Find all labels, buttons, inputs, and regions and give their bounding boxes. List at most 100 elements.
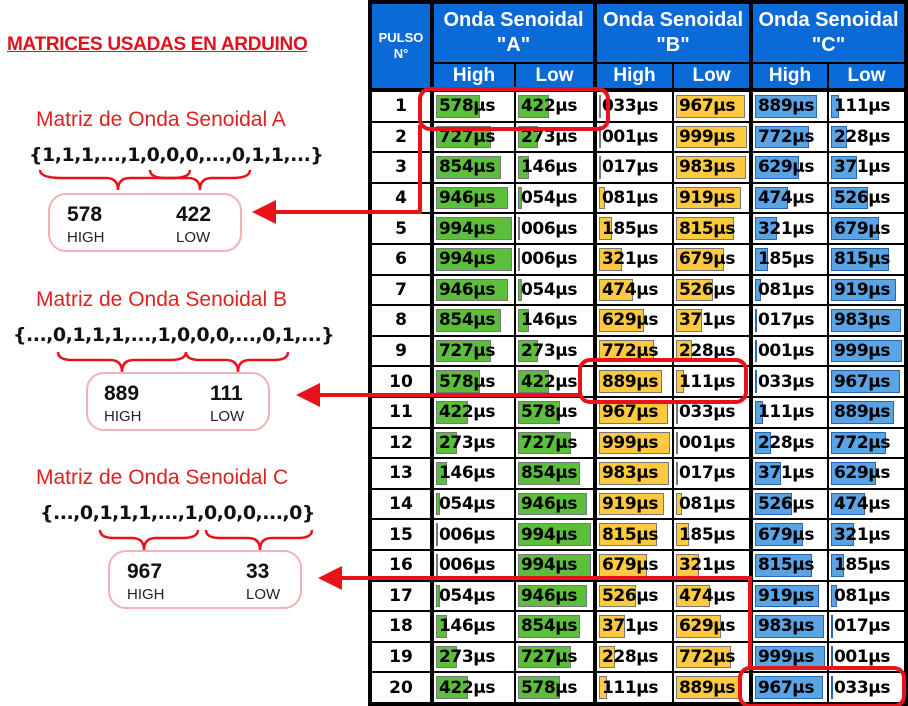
cell-unit: µs — [868, 371, 891, 392]
cell-value: 017 µs — [758, 306, 815, 335]
subheader-b-high: High — [597, 64, 672, 88]
table-cell: 001 µs — [829, 642, 904, 672]
cell-number: 017 — [758, 310, 793, 331]
matrix-b-box: 889 HIGH 111 LOW — [86, 372, 270, 431]
table-cell: 983 µs — [674, 153, 749, 182]
cell-unit: µs — [713, 341, 736, 362]
value-bar — [436, 523, 438, 546]
table-cell: 679 µs — [674, 245, 749, 274]
cell-number: 146 — [521, 157, 556, 178]
cell-unit: µs — [473, 463, 496, 484]
matrix-b-high-label: HIGH — [104, 408, 142, 425]
subheader-c-low: Low — [829, 64, 904, 88]
table-cell: 578 µs — [516, 398, 593, 427]
table-cell: 999 µs — [674, 122, 749, 152]
value-bar — [599, 431, 670, 455]
cell-number: 422 — [521, 371, 556, 392]
value-bar — [518, 523, 591, 546]
cell-unit: µs — [473, 647, 496, 668]
table-cell: 629 µs — [829, 459, 904, 488]
cell-value: 111 µs — [679, 367, 736, 396]
table-cell: 815 µs — [674, 214, 749, 243]
matrix-a-low-value: 422 — [176, 203, 212, 226]
value-bar — [831, 676, 834, 699]
cell-value: 679 µs — [679, 245, 736, 274]
cell-unit: µs — [636, 96, 659, 117]
cell-value: 422 µs — [439, 673, 496, 702]
value-bar — [831, 217, 880, 240]
table-cell: 474 µs — [753, 183, 827, 213]
cell-number: 146 — [439, 616, 474, 637]
table-cell: 228 µs — [829, 122, 904, 152]
table-cell: 578 µs — [516, 673, 593, 702]
cell-number: 273 — [439, 647, 474, 668]
cell-unit: µs — [473, 341, 496, 362]
table-cell: 054 µs — [516, 183, 593, 213]
cell-number: 919 — [758, 585, 793, 606]
cell-unit: µs — [473, 402, 496, 423]
matrix-b-high-value: 889 — [104, 382, 140, 405]
pulse-table: PULSO N° Onda Senoidal "A" Onda Senoidal… — [368, 0, 908, 706]
value-bar — [599, 462, 669, 485]
row-number: 14 — [372, 489, 430, 519]
cell-unit: µs — [473, 616, 496, 637]
matrix-a-low-label: LOW — [176, 229, 211, 246]
cell-value: 629 µs — [679, 612, 736, 641]
cell-unit: µs — [473, 432, 496, 453]
cell-number: 371 — [679, 310, 714, 331]
value-bar — [831, 186, 869, 210]
cell-number: 111 — [679, 371, 714, 392]
cell-unit: µs — [792, 432, 815, 453]
cell-unit: µs — [473, 585, 496, 606]
cell-number: 727 — [439, 126, 474, 147]
cell-number: 017 — [679, 463, 714, 484]
table-cell: 006 µs — [516, 245, 593, 274]
cell-value: 815 µs — [602, 520, 659, 549]
row-number: 2 — [372, 122, 430, 152]
cell-value: 273 µs — [439, 429, 496, 458]
cell-unit: µs — [792, 157, 815, 178]
row-number: 13 — [372, 459, 430, 488]
cell-unit: µs — [868, 494, 891, 515]
matrix-c-low-label: LOW — [246, 586, 281, 603]
cell-value: 006 µs — [521, 214, 578, 243]
cell-number: 081 — [758, 279, 793, 300]
cell-value: 081 µs — [602, 184, 659, 213]
value-bar — [676, 95, 745, 118]
cell-value: 919 µs — [602, 490, 659, 519]
cell-value: 679 µs — [834, 214, 891, 243]
cell-unit: µs — [555, 249, 578, 270]
value-bar — [436, 339, 492, 363]
cell-value: 889 µs — [834, 398, 891, 427]
cell-number: 629 — [834, 463, 869, 484]
cell-value: 422 µs — [521, 367, 578, 396]
cell-unit: µs — [473, 524, 496, 545]
pulse-header: PULSO N° — [372, 4, 430, 88]
table-cell: 422 µs — [516, 92, 593, 121]
value-bar — [755, 431, 771, 455]
table-cell: 054 µs — [434, 581, 514, 611]
cell-value: 228 µs — [679, 337, 736, 366]
cell-value: 111 µs — [834, 92, 891, 121]
value-bar — [831, 95, 839, 118]
value-bar — [599, 676, 607, 699]
cell-number: 033 — [602, 96, 637, 117]
cell-unit: µs — [636, 126, 659, 147]
cell-value: 321 µs — [758, 214, 815, 243]
cell-value: 629 µs — [834, 459, 891, 488]
cell-number: 727 — [521, 647, 556, 668]
cell-number: 727 — [521, 432, 556, 453]
cell-unit: µs — [636, 677, 659, 698]
table-cell: 321 µs — [597, 245, 672, 274]
cell-unit: µs — [868, 218, 891, 239]
value-bar — [518, 248, 520, 271]
cell-value: 422 µs — [521, 92, 578, 121]
cell-number: 629 — [602, 310, 637, 331]
cell-unit: µs — [713, 279, 736, 300]
cell-unit: µs — [868, 310, 891, 331]
cell-value: 033 µs — [602, 92, 659, 121]
cell-unit: µs — [713, 96, 736, 117]
cell-value: 033 µs — [834, 673, 891, 702]
cell-value: 578 µs — [439, 92, 496, 121]
table-cell: 017 µs — [597, 153, 672, 182]
